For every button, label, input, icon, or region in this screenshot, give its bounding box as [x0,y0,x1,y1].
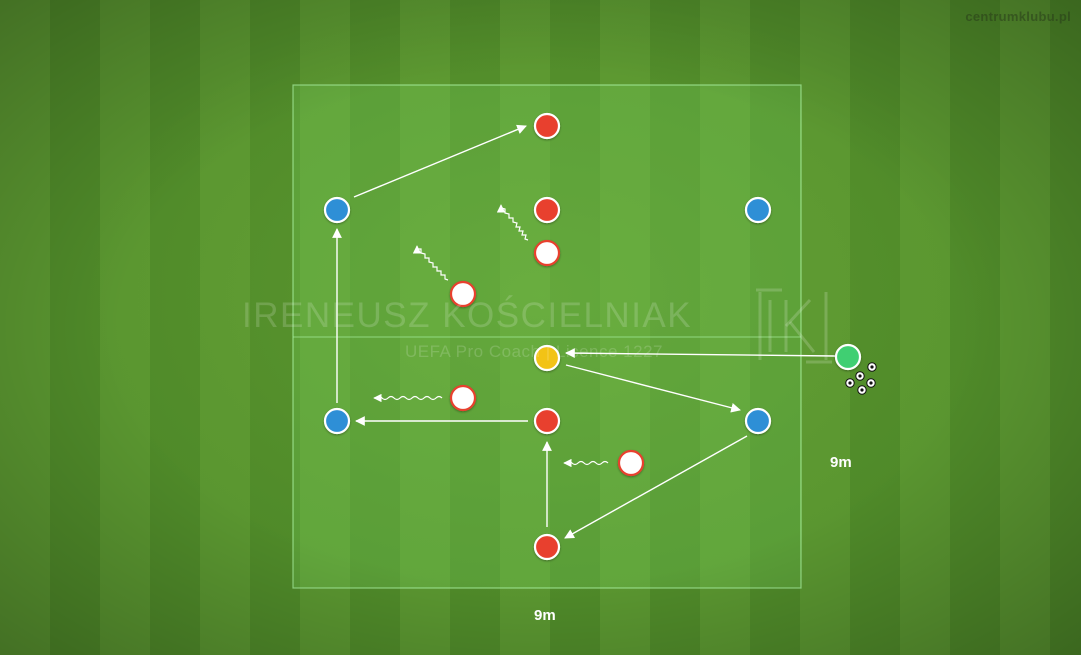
ball-icon [845,378,855,388]
pass-arrow-coach-to-yellow [565,348,836,358]
defender-lower-right [617,449,645,477]
coach-name-watermark: IRENEUSZ KOŚCIELNIAK [242,296,693,335]
blue-player-right-bottom [744,407,772,435]
red-player-bottom [533,533,561,561]
ball-icon [857,385,867,395]
ball-icon [855,371,865,381]
defender-lower-left [449,384,477,412]
blue-player-right-top [744,196,772,224]
ball-icon [866,378,876,388]
red-player-top [533,112,561,140]
ball-icon [867,362,877,372]
height-dimension-label: 9m [830,454,852,471]
defender-upper-left [449,280,477,308]
width-dimension-label: 9m [534,607,556,624]
run-arrow-lower-horizontal [563,458,609,468]
movement-arrows [373,204,609,468]
run-arrow-upper-left [412,245,449,281]
blue-player-left-top [323,196,351,224]
blue-player-left-bottom [323,407,351,435]
defender-upper-center [533,239,561,267]
coach-server-green [834,343,862,371]
pivot-player-yellow [533,344,561,372]
pass-arrow-blue-to-top-red [353,124,527,198]
run-arrow-left-horizontal [373,393,443,403]
site-watermark: centrumklubu.pl [965,9,1071,24]
coach-logo-icon [756,288,832,364]
ball-supply-icon [845,362,877,395]
coach-licence-watermark: UEFA Pro Coach | Licence 1227 [405,342,664,361]
pass-arrows [332,124,836,539]
players [323,112,862,561]
red-player-upper-center [533,196,561,224]
run-arrow-upper-center [496,204,529,241]
red-player-lower-center [533,407,561,435]
pass-arrow-right-blue-to-bottom-red [564,435,748,539]
pass-arrow-yellow-to-right-blue [565,364,741,413]
